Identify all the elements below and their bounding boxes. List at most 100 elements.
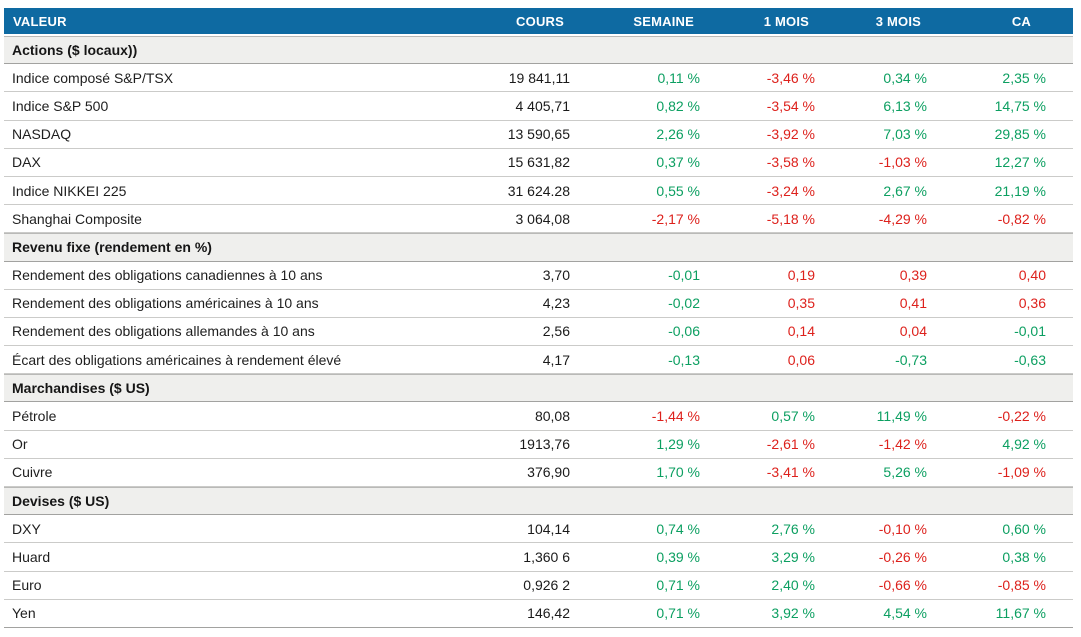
section-label: Actions ($ locaux)) <box>12 42 138 58</box>
row-change: 3,92 % <box>771 605 815 622</box>
row-change: -0,01 <box>1014 323 1046 340</box>
row-change: -0,66 % <box>878 577 927 594</box>
row-change: 0,06 <box>787 351 815 368</box>
row-name: DAX <box>12 154 41 171</box>
column-header-ca: CA <box>1011 13 1031 29</box>
row-name: Rendement des obligations canadiennes à … <box>12 267 323 284</box>
row-change: 0,41 <box>899 295 927 312</box>
row-change: 0,37 % <box>656 154 700 171</box>
row-change: 0,55 % <box>656 182 700 199</box>
row-change: 5,26 % <box>883 464 927 481</box>
row-change: -2,17 % <box>651 210 700 227</box>
row-change: -0,01 <box>668 267 700 284</box>
row-change: -0,85 % <box>997 577 1046 594</box>
table-row: Indice NIKKEI 225 31 624.28 0,55 % -3,24 % 2… <box>4 176 1073 206</box>
table-row: Indice S&P 500 4 405,71 0,82 % -3,54 % 6,13 … <box>4 92 1073 121</box>
row-change: 7,03 % <box>883 126 927 143</box>
table-header-row: VALEUR COURS SEMAINE 1 MOIS 3 MOIS CA <box>4 8 1073 36</box>
row-change: 0,04 <box>899 323 927 340</box>
row-name: Pétrole <box>12 408 57 425</box>
row-change: 0,74 % <box>656 520 700 537</box>
row-change: 0,82 % <box>656 97 700 114</box>
row-change: -5,18 % <box>766 210 815 227</box>
column-header-valeur: VALEUR <box>13 13 67 29</box>
table-row: Yen 146,42 0,71 % 3,92 % 4,54 % 11,67 % <box>4 599 1073 628</box>
market-summary-table: VALEUR COURS SEMAINE 1 MOIS 3 MOIS CA Ac… <box>4 8 1073 628</box>
row-change: -3,54 % <box>766 97 815 114</box>
row-change: 0,71 % <box>656 577 700 594</box>
row-change: 2,67 % <box>883 182 927 199</box>
row-change: 0,71 % <box>656 605 700 622</box>
row-change: -1,42 % <box>878 436 927 453</box>
row-change: -1,03 % <box>878 154 927 171</box>
row-cours: 146,42 <box>527 605 570 622</box>
row-change: 12,27 % <box>994 154 1046 171</box>
section-row: Revenu fixe (rendement en %) <box>4 233 1073 262</box>
row-name: Écart des obligations américaines à rend… <box>12 351 342 368</box>
table-body: Actions ($ locaux)) Indice composé S&P/TS… <box>4 36 1073 628</box>
row-change: -3,58 % <box>766 154 815 171</box>
row-change: 0,36 <box>1018 295 1046 312</box>
row-change: -0,26 % <box>878 548 927 565</box>
row-change: 0,40 <box>1018 267 1046 284</box>
row-cours: 0,926 2 <box>523 577 570 594</box>
table-row: NASDAQ 13 590,65 2,26 % -3,92 % 7,03 % 29,85 … <box>4 120 1073 149</box>
row-name: Rendement des obligations allemandes à 1… <box>12 323 315 340</box>
table-row: Or 1913,76 1,29 % -2,61 % -1,42 % 4,92 % <box>4 430 1073 459</box>
row-name: Euro <box>12 577 42 594</box>
row-cours: 31 624.28 <box>507 182 570 199</box>
row-change: 14,75 % <box>994 97 1046 114</box>
row-name: Or <box>12 436 28 453</box>
table-row: Huard 1,360 6 0,39 % 3,29 % -0,26 % 0,38 % <box>4 543 1073 572</box>
row-change: 0,60 % <box>1002 520 1046 537</box>
row-name: Yen <box>12 605 36 622</box>
column-header-semaine: SEMAINE <box>633 13 694 29</box>
row-change: -0,73 <box>895 351 927 368</box>
row-change: -0,02 <box>668 295 700 312</box>
row-change: -4,29 % <box>878 210 927 227</box>
row-change: -1,09 % <box>997 464 1046 481</box>
row-cours: 3 064,08 <box>515 210 571 227</box>
row-change: 2,76 % <box>771 520 815 537</box>
table-row: DXY 104,14 0,74 % 2,76 % -0,10 % 0,60 % <box>4 515 1073 544</box>
row-change: -0,63 <box>1014 351 1046 368</box>
table-row: Shanghai Composite 3 064,08 -2,17 % -5,18 %… <box>4 205 1073 234</box>
row-change: 2,26 % <box>656 126 700 143</box>
table-row: Euro 0,926 2 0,71 % 2,40 % -0,66 % -0,85 % <box>4 571 1073 600</box>
row-change: 2,40 % <box>771 577 815 594</box>
section-label: Revenu fixe (rendement en %) <box>12 239 212 256</box>
row-cours: 80,08 <box>534 408 570 425</box>
row-change: -0,13 <box>668 351 700 368</box>
row-change: -1,44 % <box>651 408 700 425</box>
row-change: -0,82 % <box>997 210 1046 227</box>
row-change: 0,11 % <box>657 69 700 86</box>
row-name: Indice S&P 500 <box>12 97 109 114</box>
column-header-cours: COURS <box>516 13 564 29</box>
row-change: -2,61 % <box>766 436 815 453</box>
row-name: Rendement des obligations américaines à … <box>12 295 319 312</box>
row-change: 11,49 % <box>876 408 927 425</box>
row-change: -3,46 % <box>766 69 815 86</box>
section-row: Marchandises ($ US) <box>4 374 1073 403</box>
row-cours: 1913,76 <box>519 436 570 453</box>
row-change: -0,06 <box>668 323 700 340</box>
row-change: -0,10 % <box>878 520 927 537</box>
row-cours: 2,56 <box>542 323 570 340</box>
table-row: Rendement des obligations canadiennes à … <box>4 261 1073 290</box>
row-change: 2,35 % <box>1002 69 1046 86</box>
row-change: 4,92 % <box>1002 436 1046 453</box>
row-cours: 15 631,82 <box>507 154 570 171</box>
row-change: 0,34 % <box>883 69 927 86</box>
row-change: 0,35 <box>787 295 815 312</box>
row-cours: 19 841,11 <box>508 69 570 86</box>
row-change: 0,19 <box>787 267 815 284</box>
section-label: Devises ($ US) <box>12 493 110 509</box>
table-row: Rendement des obligations américaines à … <box>4 289 1073 318</box>
row-change: 11,67 % <box>995 605 1046 622</box>
row-change: 3,29 % <box>771 548 815 565</box>
row-change: 29,85 % <box>994 126 1046 143</box>
column-header-1-mois: 1 MOIS <box>763 13 809 29</box>
table-row: Rendement des obligations allemandes à 1… <box>4 317 1073 347</box>
row-change: 6,13 % <box>883 97 927 114</box>
row-cours: 104,14 <box>527 520 570 537</box>
